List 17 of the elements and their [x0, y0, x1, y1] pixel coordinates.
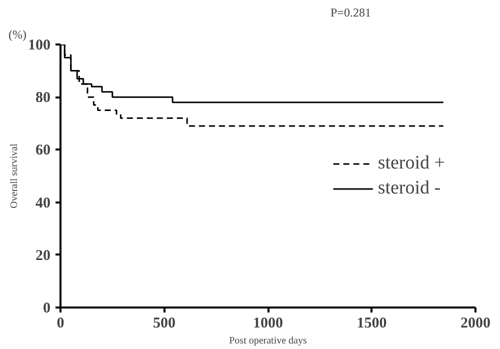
x-tick-label: 1500 — [356, 316, 387, 332]
text: (%) — [8, 28, 26, 42]
legend-label: steroid + — [378, 152, 445, 174]
y-tick-label: 0 — [43, 300, 50, 316]
y-tick-label: 80 — [36, 90, 50, 106]
x-tick-label: 500 — [153, 316, 176, 332]
x-tick-label: 1000 — [253, 316, 283, 332]
x-axis-title: Post operative days — [229, 336, 307, 346]
text: P=0.281 — [330, 6, 371, 20]
y-tick-label: 100 — [28, 38, 50, 54]
y-tick-label: 20 — [36, 248, 50, 264]
x-tick-label: 2000 — [460, 316, 490, 332]
y-tick-label: 40 — [36, 195, 50, 212]
y-tick-label: 60 — [36, 142, 50, 159]
y-axis-title: Overall survival — [9, 143, 20, 208]
legend-label: steroid - — [378, 177, 441, 199]
x-tick-label: 0 — [56, 316, 64, 332]
